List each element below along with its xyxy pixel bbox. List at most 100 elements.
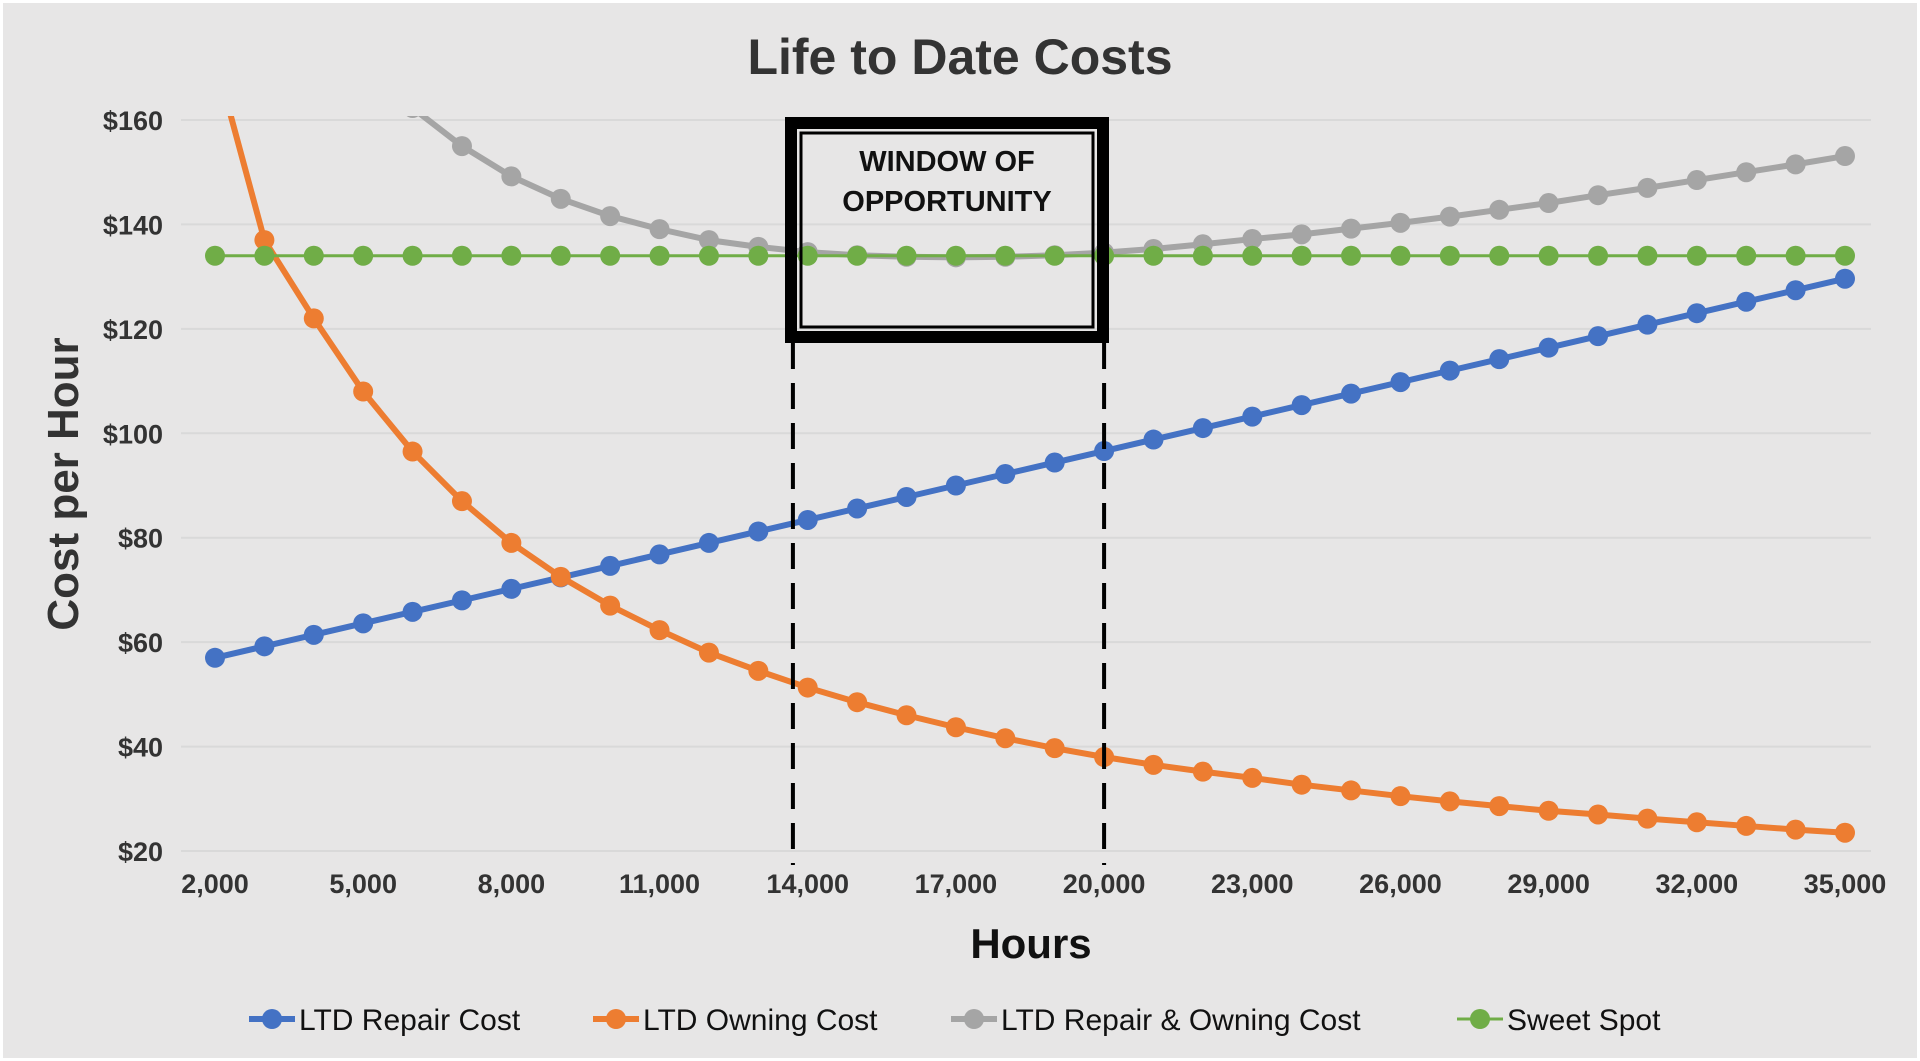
data-point	[649, 245, 670, 266]
data-point	[698, 642, 719, 663]
data-point	[1588, 326, 1609, 347]
data-point	[451, 491, 472, 512]
data-point	[254, 230, 275, 251]
series-line	[227, 116, 1846, 836]
data-point	[1192, 418, 1213, 439]
data-point	[205, 647, 225, 668]
data-point	[1686, 812, 1707, 833]
data-point	[1736, 245, 1757, 266]
annotation-text: OPPORTUNITY	[842, 186, 1051, 218]
data-point	[1242, 767, 1263, 788]
x-tick-label: 26,000	[1359, 869, 1442, 899]
x-tick-label: 35,000	[1804, 869, 1887, 899]
data-point	[1588, 804, 1609, 825]
legend: LTD Repair Cost LTD Owning Cost LTD Repair…	[249, 1004, 1661, 1037]
data-point	[254, 245, 275, 266]
data-point	[451, 590, 472, 611]
data-point	[1390, 372, 1411, 393]
data-point	[847, 498, 868, 519]
chart-title: Life to Date Costs	[747, 29, 1172, 85]
data-point	[1390, 212, 1411, 233]
chart-background	[3, 3, 1917, 1058]
legend-item: LTD Repair Cost	[249, 1004, 521, 1037]
data-point	[1044, 452, 1065, 473]
x-tick-label: 11,000	[619, 869, 700, 899]
data-point	[1637, 245, 1658, 266]
data-point	[649, 620, 670, 641]
gridlines	[181, 119, 1871, 852]
y-tick-label: $20	[118, 837, 163, 867]
data-point	[1341, 780, 1362, 801]
data-point	[1242, 229, 1263, 250]
data-point	[1242, 406, 1263, 427]
data-point	[1538, 800, 1559, 821]
data-point	[1588, 185, 1609, 206]
x-tick-labels: 2,000 5,000 8,000 11,000 14,000 17,000 20,000 2…	[181, 869, 1886, 899]
data-point	[1835, 822, 1855, 843]
annotation-box-inner	[799, 131, 1095, 329]
legend-label: Sweet Spot	[1507, 1004, 1661, 1037]
data-point	[402, 245, 423, 266]
data-point	[945, 717, 966, 738]
data-point	[797, 677, 818, 698]
data-point	[600, 595, 621, 616]
data-point	[1785, 245, 1806, 266]
data-point	[353, 245, 374, 266]
data-point	[1439, 360, 1460, 381]
data-point	[1489, 796, 1510, 817]
data-point	[1835, 146, 1855, 167]
legend-label: LTD Owning Cost	[643, 1004, 878, 1037]
data-point	[501, 245, 522, 266]
x-tick-label: 17,000	[915, 869, 998, 899]
data-point	[649, 219, 670, 240]
y-tick-label: $140	[103, 210, 163, 240]
data-point	[1588, 245, 1609, 266]
data-point	[501, 532, 522, 553]
y-tick-label: $160	[103, 106, 163, 136]
window-of-opportunity-annotation: WINDOW OF OPPORTUNITY	[785, 117, 1109, 865]
data-point	[353, 613, 374, 634]
series-group	[205, 116, 1855, 843]
data-point	[550, 188, 571, 209]
x-tick-label: 14,000	[766, 869, 849, 899]
data-point	[1736, 291, 1757, 312]
data-point	[406, 116, 419, 118]
data-point	[1489, 245, 1510, 266]
data-point	[1242, 245, 1263, 266]
legend-marker	[606, 1009, 626, 1029]
data-point	[748, 660, 769, 681]
data-point	[995, 728, 1016, 749]
series-ltd-owning-cost	[227, 116, 1855, 843]
data-point	[896, 705, 917, 726]
x-tick-label: 5,000	[329, 869, 397, 899]
legend-marker	[262, 1009, 282, 1029]
data-point	[1489, 349, 1510, 370]
annotation-box-outer	[785, 117, 1109, 343]
data-point	[205, 245, 225, 266]
data-point	[1439, 206, 1460, 227]
data-point	[698, 532, 719, 553]
data-point	[600, 245, 621, 266]
data-point	[945, 245, 966, 266]
y-tick-label: $40	[118, 733, 163, 763]
legend-marker	[964, 1009, 984, 1029]
data-point	[402, 441, 423, 462]
data-point	[1291, 774, 1312, 795]
data-point	[1489, 199, 1510, 220]
legend-label: LTD Repair & Owning Cost	[1001, 1004, 1361, 1037]
data-point	[1637, 177, 1658, 198]
data-point	[945, 475, 966, 496]
data-point	[1291, 395, 1312, 416]
data-point	[1637, 314, 1658, 335]
data-point	[896, 245, 917, 266]
data-point	[1686, 170, 1707, 191]
series-sweet-spot	[205, 245, 1855, 266]
series-ltd-repair-cost	[205, 268, 1855, 668]
data-point	[1044, 738, 1065, 759]
data-point	[1835, 245, 1855, 266]
data-point	[1785, 280, 1806, 301]
data-point	[254, 636, 275, 657]
data-point	[1538, 193, 1559, 214]
data-point	[847, 245, 868, 266]
